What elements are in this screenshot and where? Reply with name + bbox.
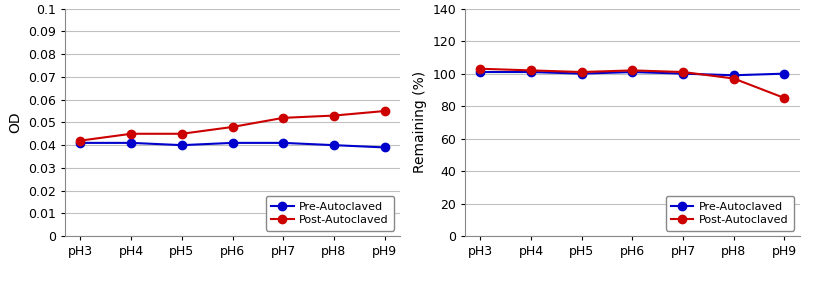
Post-Autoclaved: [577, 70, 587, 74]
Post-Autoclaved: [779, 96, 789, 100]
Pre-Autoclaved: [76, 141, 86, 145]
Post-Autoclaved: [329, 114, 339, 117]
Line: Pre-Autoclaved: Pre-Autoclaved: [77, 139, 388, 151]
Pre-Autoclaved: [577, 72, 587, 75]
Pre-Autoclaved: [476, 70, 486, 74]
Post-Autoclaved: [278, 116, 288, 120]
Post-Autoclaved: [526, 69, 536, 72]
Y-axis label: OD: OD: [9, 111, 23, 133]
Post-Autoclaved: [228, 125, 237, 129]
Line: Post-Autoclaved: Post-Autoclaved: [77, 107, 388, 145]
Legend: Pre-Autoclaved, Post-Autoclaved: Pre-Autoclaved, Post-Autoclaved: [666, 196, 794, 231]
Post-Autoclaved: [476, 67, 486, 71]
Pre-Autoclaved: [526, 70, 536, 74]
Pre-Autoclaved: [126, 141, 136, 145]
Post-Autoclaved: [678, 70, 688, 74]
Pre-Autoclaved: [228, 141, 237, 145]
Legend: Pre-Autoclaved, Post-Autoclaved: Pre-Autoclaved, Post-Autoclaved: [266, 196, 394, 231]
Post-Autoclaved: [126, 132, 136, 136]
Pre-Autoclaved: [329, 143, 339, 147]
Line: Post-Autoclaved: Post-Autoclaved: [477, 65, 788, 102]
Post-Autoclaved: [177, 132, 187, 136]
Pre-Autoclaved: [379, 146, 389, 149]
Post-Autoclaved: [628, 69, 637, 72]
Pre-Autoclaved: [678, 72, 688, 75]
Pre-Autoclaved: [779, 72, 789, 75]
Pre-Autoclaved: [628, 70, 637, 74]
Pre-Autoclaved: [729, 73, 738, 77]
Line: Pre-Autoclaved: Pre-Autoclaved: [477, 68, 788, 79]
Pre-Autoclaved: [177, 143, 187, 147]
Post-Autoclaved: [729, 77, 738, 80]
Pre-Autoclaved: [278, 141, 288, 145]
Y-axis label: Remaining (%): Remaining (%): [413, 71, 427, 173]
Post-Autoclaved: [379, 109, 389, 113]
Post-Autoclaved: [76, 139, 86, 142]
